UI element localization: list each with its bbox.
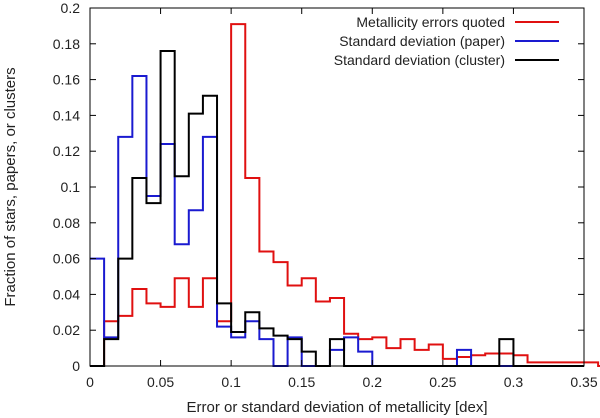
series-3-bin xyxy=(288,339,302,366)
series-2-bin xyxy=(118,137,132,366)
y-tick-label: 0.06 xyxy=(53,251,80,267)
series-1-bin xyxy=(499,353,513,366)
x-axis-title: Error or standard deviation of metallici… xyxy=(187,399,488,416)
x-tick-label: 0.1 xyxy=(221,374,241,390)
series-2-bin xyxy=(358,352,372,366)
series-3-bin xyxy=(273,336,287,366)
series-1-bin xyxy=(118,316,132,366)
series-2-bin xyxy=(146,196,160,366)
y-tick-label: 0.04 xyxy=(53,286,80,302)
series-1-bin xyxy=(513,355,527,366)
y-tick-label: 0.18 xyxy=(53,36,80,52)
y-tick-label: 0.16 xyxy=(53,72,80,88)
legend-label: Standard deviation (cluster) xyxy=(334,52,505,68)
series-2-bin xyxy=(161,144,175,366)
series-2-step-line xyxy=(90,75,584,367)
series-3-bin xyxy=(259,328,273,366)
series-2-bin xyxy=(132,76,146,366)
x-tick-label: 0 xyxy=(86,374,94,390)
y-tick-label: 0.02 xyxy=(53,322,80,338)
series-2-bin xyxy=(245,321,259,366)
series-3-step-line xyxy=(90,49,584,367)
y-tick-label: 0 xyxy=(72,358,80,374)
series-1-bin xyxy=(471,355,485,366)
series-1-group xyxy=(90,23,600,367)
series-1-bin xyxy=(316,302,330,366)
series-1-bin xyxy=(443,359,457,366)
legend-label: Metallicity errors quoted xyxy=(356,14,505,30)
series-1-bin xyxy=(231,24,245,366)
series-1-bin xyxy=(401,339,415,366)
series-1-bin xyxy=(146,303,160,366)
series-1-bin xyxy=(203,278,217,366)
series-2-bin xyxy=(259,339,273,366)
series-3-bin xyxy=(330,339,344,366)
x-tick-label: 0.35 xyxy=(570,374,597,390)
y-axis-title: Fraction of stars, papers, or clusters xyxy=(2,67,19,306)
series-1-bin xyxy=(161,307,175,366)
series-1-step-line xyxy=(90,23,600,367)
x-tick-label: 0.25 xyxy=(429,374,456,390)
series-1-bin xyxy=(429,345,443,366)
legend: Metallicity errors quoted Standard deviat… xyxy=(334,14,559,68)
series-3-bin xyxy=(161,51,175,366)
series-1-bin xyxy=(372,337,386,366)
series-2-bin xyxy=(231,337,245,366)
series-1-bin xyxy=(175,278,189,366)
legend-label: Standard deviation (paper) xyxy=(339,33,505,49)
series-2-bin xyxy=(104,337,118,366)
series-1-bin xyxy=(302,278,316,366)
series-1-bin xyxy=(330,298,344,366)
series-3-bin xyxy=(104,339,118,366)
y-tick-label: 0.08 xyxy=(53,215,80,231)
series-2-bin xyxy=(175,244,189,366)
series-2-bin xyxy=(217,327,231,366)
series-1-bin xyxy=(457,357,471,366)
series-2-bin xyxy=(344,337,358,366)
y-tick-label: 0.1 xyxy=(61,179,81,195)
series-2-bin xyxy=(189,210,203,366)
series-1-bin xyxy=(273,262,287,366)
series-1-bin xyxy=(104,321,118,366)
series-3-bin xyxy=(146,203,160,366)
series-1-bin xyxy=(415,350,429,366)
x-tick-label: 0.2 xyxy=(363,374,383,390)
series-1-bin xyxy=(386,348,400,366)
y-tick-label: 0.12 xyxy=(53,143,80,159)
series-1-bin xyxy=(132,289,146,366)
y-tick-label: 0.2 xyxy=(61,0,81,16)
series-2-bin xyxy=(203,137,217,366)
series-3-bin xyxy=(217,303,231,366)
y-tick-label: 0.14 xyxy=(53,107,80,123)
series-2-bin xyxy=(288,337,302,366)
series-1-bin xyxy=(288,285,302,366)
series-1-bin xyxy=(259,251,273,366)
series-2-bin xyxy=(330,350,344,366)
x-tick-label: 0.3 xyxy=(504,374,524,390)
series-2-bin xyxy=(90,259,104,366)
series-1-bin xyxy=(245,178,259,366)
series-3-group xyxy=(90,49,584,367)
series-3-bin xyxy=(189,114,203,366)
series-1-bin xyxy=(344,334,358,366)
series-3-bin xyxy=(302,352,316,366)
series-3-bin xyxy=(118,259,132,366)
series-3-bin xyxy=(175,176,189,366)
x-tick-label: 0.05 xyxy=(147,374,174,390)
series-1-bin xyxy=(189,307,203,366)
series-3-bin xyxy=(132,178,146,366)
series-1-bin xyxy=(485,353,499,366)
series-2-group xyxy=(90,75,584,367)
x-tick-label: 0.15 xyxy=(288,374,315,390)
series-1-bin xyxy=(217,321,231,366)
